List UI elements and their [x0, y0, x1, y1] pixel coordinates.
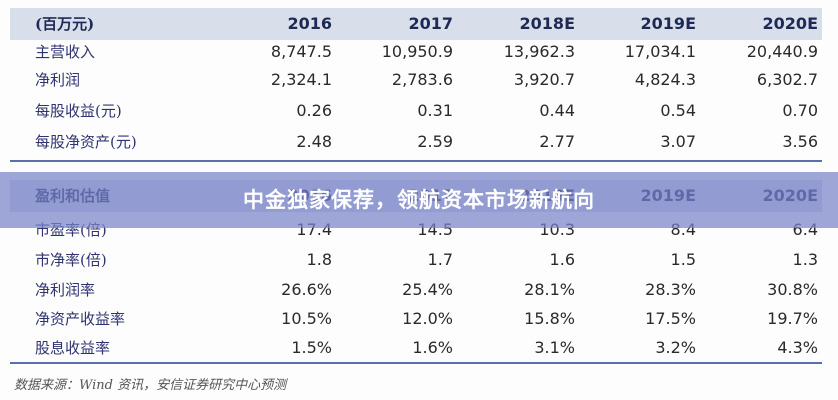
value-cell: 4.3%: [777, 338, 818, 357]
value-cell: 10.5%: [281, 309, 332, 328]
table-rule: [10, 362, 822, 364]
header-label: (百万元): [35, 15, 95, 33]
value-cell: 26.6%: [281, 280, 332, 299]
value-cell: 1.5%: [291, 338, 332, 357]
value-cell: 20,440.9: [746, 42, 818, 61]
value-cell: 6,302.7: [756, 70, 818, 89]
value-cell: 2.77: [539, 132, 575, 151]
value-cell: 1.6: [549, 250, 575, 269]
value-cell: 0.44: [539, 101, 575, 120]
row-label: 每股收益(元): [35, 102, 122, 120]
value-cell: 2,324.1: [270, 70, 332, 89]
header-year: 2019E: [640, 14, 696, 33]
value-cell: 15.8%: [524, 309, 575, 328]
source-note: 数据来源：Wind 资讯，安信证券研究中心预测: [14, 378, 287, 393]
value-cell: 3.56: [782, 132, 818, 151]
value-cell: 1.6%: [412, 338, 453, 357]
banner: 中金独家保荐，领航资本市场新航向: [0, 172, 838, 228]
header-row: [10, 8, 822, 40]
value-cell: 1.7: [427, 250, 453, 269]
row-label: 净资产收益率: [35, 310, 126, 328]
header-year: 2018E: [519, 14, 575, 33]
value-cell: 2.48: [296, 132, 332, 151]
header-year: 2020E: [762, 14, 818, 33]
value-cell: 3.2%: [655, 338, 696, 357]
value-cell: 3.07: [660, 132, 696, 151]
header-year: 2017: [408, 14, 453, 33]
value-cell: 13,962.3: [503, 42, 575, 61]
value-cell: 19.7%: [767, 309, 818, 328]
value-cell: 30.8%: [767, 280, 818, 299]
value-cell: 25.4%: [402, 280, 453, 299]
value-cell: 0.26: [296, 101, 332, 120]
value-cell: 3,920.7: [513, 70, 575, 89]
value-cell: 10,950.9: [381, 42, 453, 61]
value-cell: 1.5: [670, 250, 696, 269]
value-cell: 0.54: [660, 101, 696, 120]
row-label: 净利润: [35, 71, 81, 89]
value-cell: 0.31: [417, 101, 453, 120]
value-cell: 2,783.6: [391, 70, 453, 89]
value-cell: 1.3: [792, 250, 818, 269]
row-label: 主营收入: [35, 43, 96, 61]
value-cell: 17,034.1: [624, 42, 696, 61]
value-cell: 3.1%: [534, 338, 575, 357]
value-cell: 17.5%: [645, 309, 696, 328]
value-cell: 1.8: [306, 250, 332, 269]
table-rule: [10, 160, 822, 162]
value-cell: 28.1%: [524, 280, 575, 299]
row-label: 每股净资产(元): [35, 133, 137, 151]
header-year: 2016: [287, 14, 332, 33]
value-cell: 0.70: [782, 101, 818, 120]
value-cell: 8,747.5: [270, 42, 332, 61]
value-cell: 2.59: [417, 132, 453, 151]
row-label: 市净率(倍): [35, 251, 107, 269]
row-label: 净利润率: [35, 281, 96, 299]
value-cell: 28.3%: [645, 280, 696, 299]
row-label: 股息收益率: [35, 339, 111, 357]
value-cell: 4,824.3: [634, 70, 696, 89]
value-cell: 12.0%: [402, 309, 453, 328]
